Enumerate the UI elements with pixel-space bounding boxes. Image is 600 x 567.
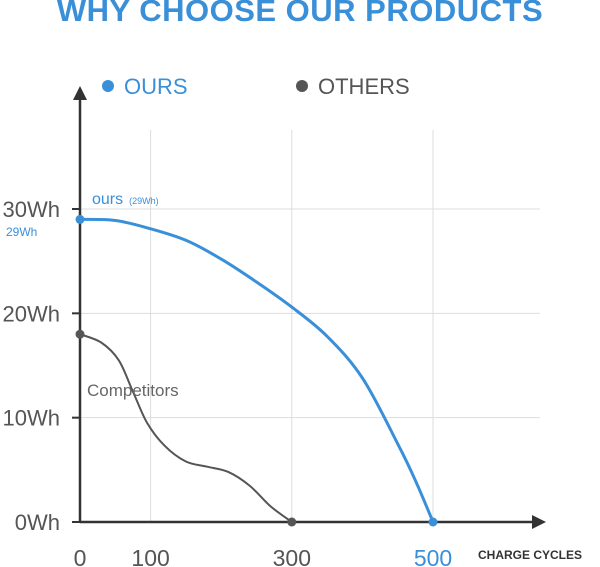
x-tick-label: 100 (131, 545, 169, 567)
series-markers (75, 214, 438, 527)
x-tick-label: 300 (273, 545, 311, 567)
legend: OURS OTHERS (102, 74, 410, 99)
axes (73, 86, 546, 529)
annotation-ours-text: ours (92, 191, 123, 208)
legend-dot-ours (102, 80, 114, 92)
y-tick-label: 0Wh (15, 510, 60, 535)
y-axis-arrow (73, 86, 87, 100)
y-tick-label: 20Wh (3, 301, 60, 326)
annotation-ours-start-value: 29Wh (6, 225, 37, 239)
annotations: ours (29Wh) 29Wh Competitors (6, 191, 179, 400)
series-lines (78, 217, 435, 524)
series-marker-others (75, 329, 85, 339)
legend-label-ours: OURS (124, 74, 188, 99)
series-marker-ours (75, 214, 85, 224)
series-marker-ours (428, 517, 438, 527)
annotation-competitors: Competitors (87, 381, 179, 400)
annotation-ours: ours (29Wh) (92, 191, 159, 208)
x-tick-label: 0 (74, 545, 87, 567)
legend-label-others: OTHERS (318, 74, 410, 99)
tick-labels: 0 100 300 500 0Wh 10Wh 20Wh 30Wh CHARGE CYCLES (3, 197, 583, 567)
x-axis-arrow (532, 515, 546, 529)
x-tick-label: 500 (414, 545, 452, 567)
series-line-others (79, 333, 293, 523)
x-axis-label: CHARGE CYCLES (478, 548, 582, 562)
legend-dot-others (296, 80, 308, 92)
series-marker-others (287, 517, 297, 527)
grid (80, 130, 540, 522)
y-tick-label: 30Wh (3, 197, 60, 222)
series-line-ours (78, 217, 435, 524)
annotation-ours-value: (29Wh) (129, 196, 159, 206)
chart-title: WHY CHOOSE OUR PRODUCTS (56, 0, 544, 28)
y-tick-label: 10Wh (3, 406, 60, 431)
